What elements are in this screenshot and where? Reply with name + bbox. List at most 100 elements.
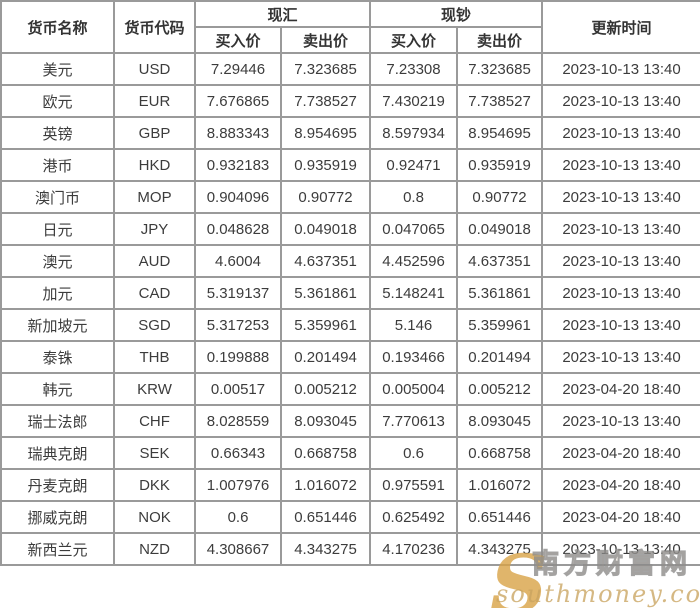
cash-buy-cell: 5.146 [369, 308, 459, 342]
header-spot-sell: 卖出价 [279, 26, 372, 54]
spot-sell-cell: 1.016072 [279, 468, 372, 502]
update-time-cell: 2023-04-20 18:40 [541, 468, 700, 502]
update-time-cell: 2023-10-13 13:40 [541, 52, 700, 86]
cash-sell-cell: 8.954695 [456, 116, 544, 150]
spot-buy-cell: 7.676865 [194, 84, 282, 118]
currency-code-cell: EUR [113, 84, 196, 118]
spot-buy-cell: 0.66343 [194, 436, 282, 470]
currency-name-cell: 欧元 [0, 84, 115, 118]
header-currency-name: 货币名称 [0, 0, 115, 54]
spot-sell-cell: 0.201494 [279, 340, 372, 374]
currency-name-cell: 美元 [0, 52, 115, 86]
cash-sell-cell: 0.90772 [456, 180, 544, 214]
currency-name-cell: 澳门币 [0, 180, 115, 214]
table-row: 瑞士法郎 CHF 8.028559 8.093045 7.770613 8.09… [0, 404, 700, 438]
spot-sell-cell: 7.738527 [279, 84, 372, 118]
cash-sell-cell: 0.049018 [456, 212, 544, 246]
update-time-cell: 2023-10-13 13:40 [541, 244, 700, 278]
cash-sell-cell: 7.323685 [456, 52, 544, 86]
currency-name-cell: 瑞士法郎 [0, 404, 115, 438]
table-row: 韩元 KRW 0.00517 0.005212 0.005004 0.00521… [0, 372, 700, 406]
table-row: 泰铢 THB 0.199888 0.201494 0.193466 0.2014… [0, 340, 700, 374]
spot-buy-cell: 0.00517 [194, 372, 282, 406]
cash-sell-cell: 0.651446 [456, 500, 544, 534]
header-cash-buy: 买入价 [369, 26, 459, 54]
cash-buy-cell: 0.193466 [369, 340, 459, 374]
spot-sell-cell: 4.343275 [279, 532, 372, 566]
update-time-cell: 2023-10-13 13:40 [541, 180, 700, 214]
spot-sell-cell: 0.935919 [279, 148, 372, 182]
cash-sell-cell: 0.935919 [456, 148, 544, 182]
currency-name-cell: 港币 [0, 148, 115, 182]
cash-sell-cell: 0.201494 [456, 340, 544, 374]
cash-buy-cell: 4.170236 [369, 532, 459, 566]
header-spot-buy: 买入价 [194, 26, 282, 54]
currency-code-cell: THB [113, 340, 196, 374]
currency-code-cell: MOP [113, 180, 196, 214]
cash-sell-cell: 4.343275 [456, 532, 544, 566]
header-cash: 现钞 [369, 0, 544, 28]
spot-sell-cell: 4.637351 [279, 244, 372, 278]
cash-buy-cell: 0.8 [369, 180, 459, 214]
cash-buy-cell: 5.148241 [369, 276, 459, 310]
spot-buy-cell: 4.308667 [194, 532, 282, 566]
header-currency-code: 货币代码 [113, 0, 196, 54]
spot-sell-cell: 5.359961 [279, 308, 372, 342]
table-row: 瑞典克朗 SEK 0.66343 0.668758 0.6 0.668758 2… [0, 436, 700, 470]
table-row: 英镑 GBP 8.883343 8.954695 8.597934 8.9546… [0, 116, 700, 150]
cash-buy-cell: 0.625492 [369, 500, 459, 534]
update-time-cell: 2023-10-13 13:40 [541, 212, 700, 246]
update-time-cell: 2023-04-20 18:40 [541, 436, 700, 470]
currency-name-cell: 日元 [0, 212, 115, 246]
currency-code-cell: CAD [113, 276, 196, 310]
watermark-site-url: southmoney.com [496, 580, 700, 608]
table-body: 美元 USD 7.29446 7.323685 7.23308 7.323685… [0, 52, 700, 566]
header-row-top: 货币名称 货币代码 现汇 现钞 更新时间 [0, 0, 700, 54]
table-row: 港币 HKD 0.932183 0.935919 0.92471 0.93591… [0, 148, 700, 182]
currency-code-cell: NOK [113, 500, 196, 534]
cash-buy-cell: 0.6 [369, 436, 459, 470]
cash-sell-cell: 5.361861 [456, 276, 544, 310]
currency-name-cell: 新西兰元 [0, 532, 115, 566]
spot-buy-cell: 8.028559 [194, 404, 282, 438]
currency-code-cell: NZD [113, 532, 196, 566]
currency-code-cell: DKK [113, 468, 196, 502]
update-time-cell: 2023-10-13 13:40 [541, 148, 700, 182]
update-time-cell: 2023-10-13 13:40 [541, 116, 700, 150]
update-time-cell: 2023-10-13 13:40 [541, 532, 700, 566]
cash-buy-cell: 0.975591 [369, 468, 459, 502]
table-row: 澳门币 MOP 0.904096 0.90772 0.8 0.90772 202… [0, 180, 700, 214]
currency-code-cell: JPY [113, 212, 196, 246]
cash-buy-cell: 0.92471 [369, 148, 459, 182]
table-row: 欧元 EUR 7.676865 7.738527 7.430219 7.7385… [0, 84, 700, 118]
cash-sell-cell: 1.016072 [456, 468, 544, 502]
table-row: 丹麦克朗 DKK 1.007976 1.016072 0.975591 1.01… [0, 468, 700, 502]
currency-code-cell: USD [113, 52, 196, 86]
cash-buy-cell: 7.770613 [369, 404, 459, 438]
table-row: 新西兰元 NZD 4.308667 4.343275 4.170236 4.34… [0, 532, 700, 566]
spot-buy-cell: 8.883343 [194, 116, 282, 150]
cash-buy-cell: 0.047065 [369, 212, 459, 246]
spot-buy-cell: 1.007976 [194, 468, 282, 502]
currency-code-cell: SGD [113, 308, 196, 342]
spot-buy-cell: 4.6004 [194, 244, 282, 278]
table-row: 澳元 AUD 4.6004 4.637351 4.452596 4.637351… [0, 244, 700, 278]
currency-code-cell: KRW [113, 372, 196, 406]
update-time-cell: 2023-04-20 18:40 [541, 500, 700, 534]
spot-sell-cell: 0.90772 [279, 180, 372, 214]
spot-sell-cell: 8.093045 [279, 404, 372, 438]
cash-buy-cell: 7.23308 [369, 52, 459, 86]
table-row: 日元 JPY 0.048628 0.049018 0.047065 0.0490… [0, 212, 700, 246]
currency-name-cell: 丹麦克朗 [0, 468, 115, 502]
cash-buy-cell: 7.430219 [369, 84, 459, 118]
currency-name-cell: 泰铢 [0, 340, 115, 374]
table-header: 货币名称 货币代码 现汇 现钞 更新时间 买入价 卖出价 买入价 卖出价 [0, 0, 700, 54]
header-update-time: 更新时间 [541, 0, 700, 54]
spot-sell-cell: 0.651446 [279, 500, 372, 534]
cash-sell-cell: 5.359961 [456, 308, 544, 342]
cash-sell-cell: 7.738527 [456, 84, 544, 118]
currency-name-cell: 挪威克朗 [0, 500, 115, 534]
currency-code-cell: AUD [113, 244, 196, 278]
spot-sell-cell: 5.361861 [279, 276, 372, 310]
spot-sell-cell: 0.005212 [279, 372, 372, 406]
